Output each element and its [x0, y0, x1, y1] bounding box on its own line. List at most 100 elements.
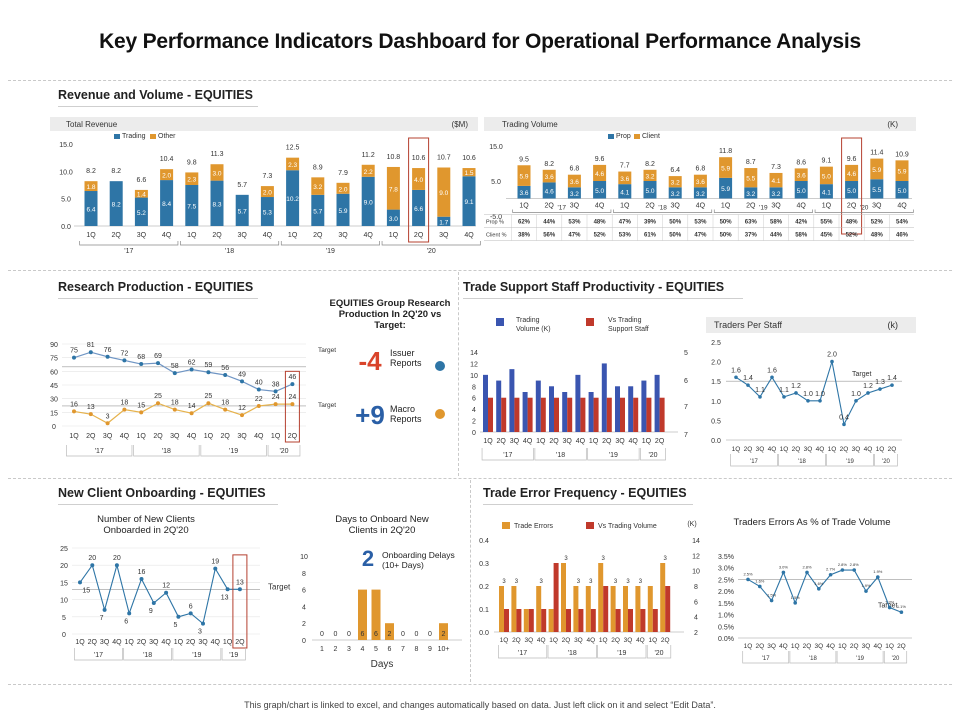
y2-tick-label: 12 [692, 553, 700, 560]
bar-prop [593, 181, 607, 199]
bar-value: 0 [428, 631, 432, 638]
bar-value-client: 3.6 [797, 173, 806, 180]
bar-total-label: 6.4 [670, 167, 680, 174]
table-cell: 48% [871, 233, 884, 239]
bar-value-other: 7.8 [389, 186, 398, 193]
legend-label-client: Client [642, 133, 660, 140]
data-label: 24 [289, 394, 297, 401]
year-bracket [79, 241, 179, 246]
bar-top-label: 3 [614, 579, 618, 585]
y-tick-label: 1.0 [711, 399, 721, 406]
year-bracket [381, 241, 481, 246]
bar-total-label: 8.2 [111, 168, 121, 175]
bar-client [769, 172, 783, 188]
bar-trading [109, 181, 123, 226]
year-label: '19 [856, 656, 864, 662]
bar-client [567, 174, 581, 188]
bar-prop [870, 179, 884, 199]
x-tick-label: 4Q [595, 203, 605, 210]
data-label: 3.0% [779, 564, 789, 569]
year-bracket [221, 648, 246, 661]
year-bracket [613, 209, 713, 213]
x-tick-label: 3Q [671, 203, 681, 210]
x-tick-label: 3 [347, 646, 351, 653]
data-point [770, 375, 774, 380]
year-bracket [587, 448, 640, 461]
x-tick-label: 3Q [137, 232, 147, 239]
y-tick-label: 5.0 [61, 197, 71, 204]
bar-other [437, 167, 451, 217]
volume-chart-title: Trading Volume [502, 120, 558, 129]
bar-client [895, 160, 909, 181]
year-bracket [836, 651, 884, 664]
year-label: '19 [609, 452, 618, 459]
data-label: 56 [221, 365, 229, 372]
y-tick-label: 90 [50, 342, 58, 349]
bar-total-label: 10.6 [412, 155, 426, 162]
year-bracket [280, 241, 380, 246]
y-tick-label: 75 [50, 356, 58, 363]
bar-days [358, 589, 367, 640]
bar-value-other: 2.0 [263, 190, 272, 197]
bar-value-client: 4.6 [595, 171, 604, 178]
bar-client [845, 164, 859, 181]
bar-staff [633, 397, 639, 432]
bar-vs-volume [553, 563, 559, 632]
y-tick-label: 60 [50, 369, 58, 376]
x-axis-label: Days [371, 659, 394, 670]
table-cell: 44% [770, 233, 783, 239]
legend-swatch-errors [502, 522, 510, 529]
bar-trading [336, 193, 350, 226]
legend-swatch-volume [496, 318, 504, 326]
bar-value: 0 [334, 631, 338, 638]
bar-total-label: 10.6 [462, 155, 476, 162]
data-point [90, 563, 95, 568]
data-point [734, 375, 738, 380]
table-cell: 61% [644, 233, 657, 239]
year-bracket [640, 448, 666, 461]
bar-value-trading: 6.6 [414, 206, 423, 213]
y-tick-label: 1.5 [711, 379, 721, 386]
table-cell: 55% [820, 220, 833, 226]
bar-client [744, 168, 758, 188]
table-cell: 47% [568, 233, 581, 239]
bar-top-label: 3 [577, 579, 581, 585]
year-bracket [713, 209, 813, 213]
data-label: 9 [149, 608, 153, 615]
bar-volume [654, 374, 660, 432]
y-tick-label: 5.0 [491, 179, 501, 186]
bar-value-client: 3.2 [645, 173, 654, 180]
data-label: 5 [173, 622, 177, 629]
bar-staff [606, 397, 612, 432]
bar-vs-volume [541, 609, 547, 632]
data-point [105, 421, 110, 426]
bar-days [439, 623, 448, 640]
x-tick-label: 1Q [791, 643, 800, 650]
bar-staff [593, 397, 599, 432]
bar-value-other: 1.4 [137, 192, 146, 199]
bar-volume [549, 386, 554, 432]
year-label: '19 [326, 248, 335, 255]
bar-value-trading: 6.4 [86, 207, 95, 214]
data-label: 1.0 [851, 391, 861, 398]
year-label: '20 [648, 452, 657, 459]
y-tick-label: 0 [52, 424, 56, 431]
x-tick-label: 3Q [804, 446, 813, 453]
bar-value: 0 [347, 631, 351, 638]
x-tick-label: 4Q [211, 639, 221, 646]
data-label: 15 [137, 402, 145, 409]
bar-value-prop: 5.0 [797, 188, 806, 195]
bar-volume [509, 369, 515, 432]
y2-tick-label: 5 [684, 350, 688, 357]
x-tick-label: 4Q [873, 643, 882, 650]
bar-top-label: 3 [540, 579, 544, 585]
x-tick-label: 3Q [615, 438, 625, 445]
data-label: 58 [171, 363, 179, 370]
bar-client [794, 168, 808, 181]
data-point [72, 409, 76, 414]
x-tick-label: 3Q [149, 639, 159, 646]
bar-prop [668, 187, 682, 199]
bar-value-prop: 5.0 [847, 188, 856, 195]
bar-total-label: 10.4 [160, 156, 174, 163]
